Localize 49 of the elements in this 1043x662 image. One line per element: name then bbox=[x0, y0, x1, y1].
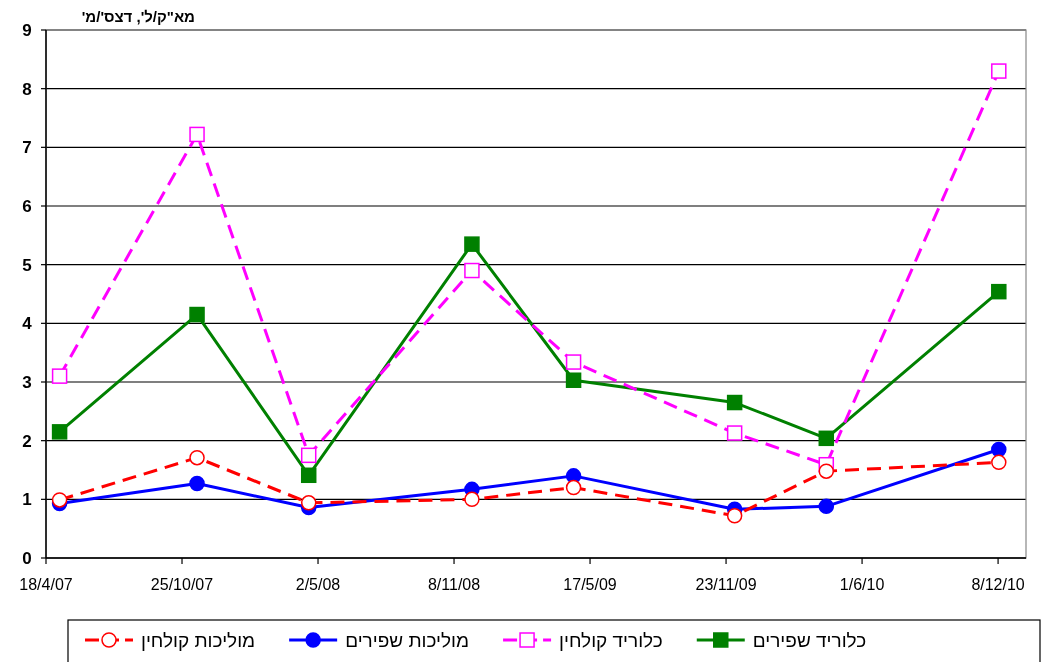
point bbox=[51, 368, 68, 384]
x-tick-label: 23/11/09 bbox=[695, 576, 757, 593]
legend-label: כלוריד קולחין bbox=[559, 630, 663, 651]
legend-label: כלוריד שפירים bbox=[752, 630, 867, 651]
y-tick-label: 3 bbox=[22, 373, 32, 392]
x-tick-label: 2/5/08 bbox=[295, 576, 341, 593]
point bbox=[726, 425, 743, 441]
y-tick-label: 1 bbox=[22, 490, 32, 510]
x-tick-label: 25/10/07 bbox=[150, 576, 214, 593]
y-tick-label: 0 bbox=[22, 549, 32, 568]
point bbox=[565, 354, 582, 370]
point bbox=[991, 454, 1007, 471]
x-tick-label: 18/4/07 bbox=[19, 576, 73, 593]
legend-label: מוליכות שפירים bbox=[345, 630, 470, 651]
point bbox=[189, 306, 205, 323]
y-tick-label: 9 bbox=[22, 21, 32, 40]
y-tick-label: 6 bbox=[22, 197, 32, 216]
point bbox=[818, 498, 835, 515]
point bbox=[189, 475, 205, 492]
point bbox=[300, 467, 317, 484]
point bbox=[565, 479, 582, 496]
point bbox=[565, 372, 582, 388]
point bbox=[51, 492, 68, 508]
point bbox=[464, 236, 480, 252]
x-tick-label: 17/5/09 bbox=[563, 576, 617, 593]
point bbox=[991, 63, 1007, 79]
x-tick-label: 8/12/10 bbox=[971, 576, 1025, 593]
point bbox=[726, 394, 743, 411]
y-tick-label: 4 bbox=[22, 314, 33, 334]
point bbox=[300, 447, 317, 464]
point bbox=[818, 463, 835, 479]
x-tick-label: 1/6/10 bbox=[839, 576, 885, 593]
point bbox=[464, 491, 480, 508]
point bbox=[51, 424, 68, 440]
point bbox=[300, 495, 317, 511]
point bbox=[464, 262, 480, 279]
point bbox=[189, 126, 205, 143]
y-axis-title: מא"ק/ל', דצס'/מ' bbox=[81, 8, 195, 25]
point bbox=[991, 441, 1007, 458]
y-tick-label: 5 bbox=[22, 255, 32, 275]
point bbox=[726, 508, 743, 524]
point bbox=[189, 449, 205, 466]
point bbox=[991, 283, 1007, 300]
y-tick-label: 7 bbox=[22, 138, 32, 158]
legend-label: מוליכות קולחין bbox=[141, 630, 256, 651]
x-tick-label: 8/11/08 bbox=[427, 576, 481, 593]
y-tick-label: 8 bbox=[22, 79, 32, 99]
point bbox=[818, 430, 835, 447]
y-tick-label: 2 bbox=[22, 431, 32, 451]
